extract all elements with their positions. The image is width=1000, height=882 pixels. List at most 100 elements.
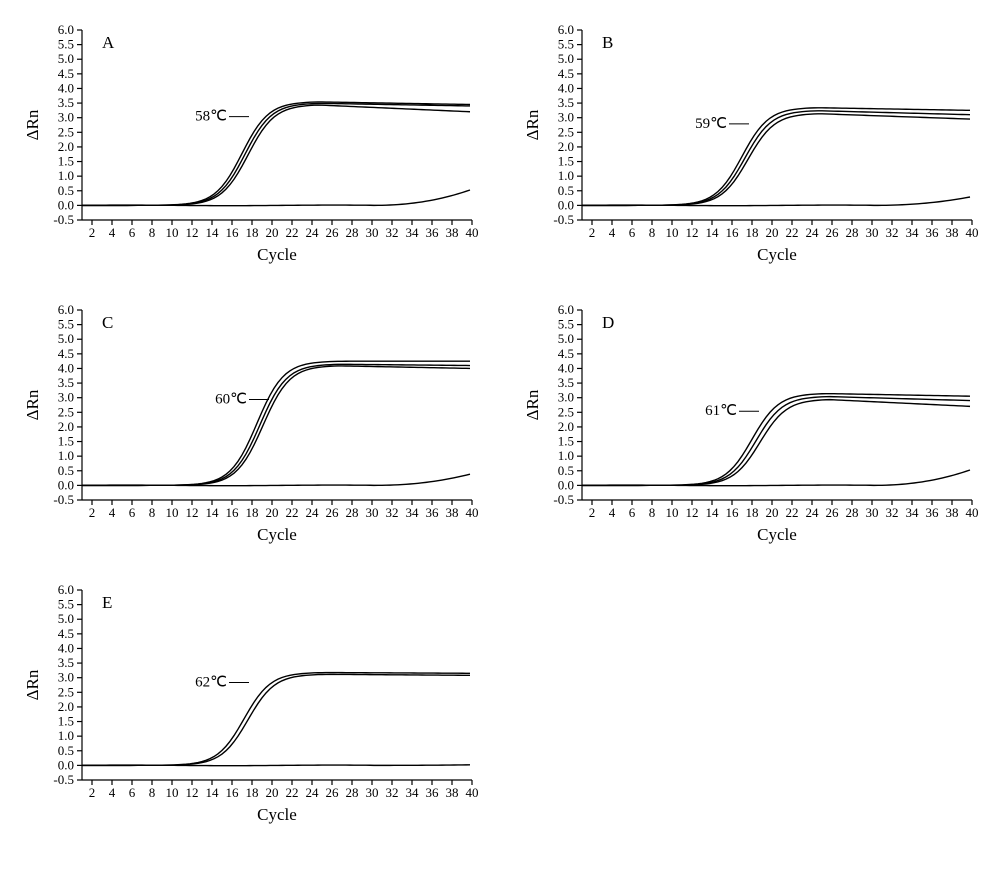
ytick-label: 1.5 [58,714,74,729]
ytick-label: 3.5 [58,375,74,390]
xtick-label: 18 [246,225,259,240]
xtick-label: 14 [706,505,720,520]
xtick-label: 20 [266,225,279,240]
xtick-label: 32 [886,225,899,240]
xtick-label: 20 [766,505,779,520]
amplification-curve [82,105,470,205]
xtick-label: 12 [186,785,199,800]
xtick-label: 22 [786,505,799,520]
xtick-label: 22 [286,505,299,520]
ytick-label: 1.0 [558,168,574,183]
panel-B: -0.50.00.51.01.52.02.53.03.54.04.55.05.5… [520,20,980,270]
ytick-label: 1.5 [58,154,74,169]
figure-grid: -0.50.00.51.01.52.02.53.03.54.04.55.05.5… [20,20,980,830]
xtick-label: 8 [649,505,656,520]
amplification-curve [82,103,470,205]
xtick-label: 38 [946,505,959,520]
ytick-label: 4.5 [558,346,574,361]
xtick-label: 2 [589,225,596,240]
xtick-label: 2 [89,505,96,520]
amplification-curve [82,364,470,485]
amplification-curve [582,114,970,206]
xtick-label: 22 [286,225,299,240]
ytick-label: 0.0 [58,197,74,212]
baseline-curve [82,190,470,206]
amplification-curve [582,108,970,206]
xtick-label: 4 [109,785,116,800]
ytick-label: 6.0 [558,302,574,317]
xtick-label: 36 [426,505,440,520]
xtick-label: 34 [406,785,420,800]
xtick-label: 18 [746,225,759,240]
ytick-label: 2.0 [558,139,574,154]
ytick-label: 3.5 [558,375,574,390]
amplification-curve [82,366,470,485]
amplification-curve [82,674,470,765]
panel-wrap-E: -0.50.00.51.01.52.02.53.03.54.04.55.05.5… [20,580,480,830]
xtick-label: 30 [866,225,879,240]
baseline-curve [582,470,970,486]
xtick-label: 12 [686,225,699,240]
ytick-label: 3.5 [558,95,574,110]
amplification-curve [582,394,970,486]
xtick-label: 32 [386,785,399,800]
ytick-label: 5.5 [558,317,574,332]
xtick-label: 24 [306,785,320,800]
ytick-label: 1.0 [58,448,74,463]
xtick-label: 32 [886,505,899,520]
xtick-label: 4 [109,505,116,520]
ytick-label: 3.0 [58,110,74,125]
xtick-label: 14 [206,785,220,800]
xtick-label: 2 [589,505,596,520]
ytick-label: 3.0 [558,390,574,405]
xtick-label: 4 [609,225,616,240]
xtick-label: 34 [406,505,420,520]
ytick-label: 0.5 [558,183,574,198]
xtick-label: 10 [666,505,679,520]
baseline-curve [582,197,970,206]
xtick-label: 16 [226,785,240,800]
xtick-label: 20 [266,785,279,800]
xlabel: Cycle [257,805,297,824]
xtick-label: 10 [666,225,679,240]
amplification-curve [82,361,470,485]
temperature-label: 58℃ [195,109,227,125]
xtick-label: 24 [806,505,820,520]
ytick-label: 0.5 [558,463,574,478]
ytick-label: 1.5 [558,154,574,169]
ytick-label: 1.0 [558,448,574,463]
xtick-label: 6 [129,785,136,800]
ytick-label: 5.5 [558,37,574,52]
xtick-label: 30 [366,505,379,520]
xtick-label: 32 [386,225,399,240]
xtick-label: 10 [166,505,179,520]
xtick-label: 8 [149,225,156,240]
panel-label: B [602,33,613,52]
ytick-label: 3.0 [58,670,74,685]
ytick-label: 3.0 [58,390,74,405]
panel-wrap-B: -0.50.00.51.01.52.02.53.03.54.04.55.05.5… [520,20,980,270]
panel-D: -0.50.00.51.01.52.02.53.03.54.04.55.05.5… [520,300,980,550]
ytick-label: -0.5 [53,772,74,787]
xtick-label: 18 [746,505,759,520]
panel-wrap-A: -0.50.00.51.01.52.02.53.03.54.04.55.05.5… [20,20,480,270]
ylabel: ΔRn [23,389,42,420]
ytick-label: 4.5 [58,346,74,361]
xtick-label: 6 [629,505,636,520]
xtick-label: 10 [166,785,179,800]
ylabel: ΔRn [523,389,542,420]
ytick-label: 4.5 [58,626,74,641]
panel-C: -0.50.00.51.01.52.02.53.03.54.04.55.05.5… [20,300,480,550]
xtick-label: 26 [326,785,340,800]
xtick-label: 38 [446,505,459,520]
xtick-label: 16 [226,225,240,240]
ytick-label: 0.0 [58,477,74,492]
amplification-curve [582,397,970,486]
xtick-label: 2 [89,225,96,240]
ytick-label: 6.0 [558,22,574,37]
xtick-label: 30 [866,505,879,520]
ytick-label: 1.5 [558,434,574,449]
xlabel: Cycle [757,525,797,544]
panel-label: A [102,33,115,52]
ytick-label: 5.0 [558,51,574,66]
